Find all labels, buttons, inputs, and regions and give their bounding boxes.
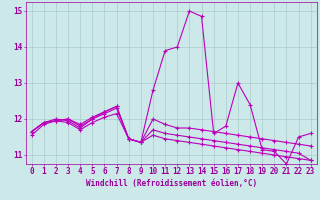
X-axis label: Windchill (Refroidissement éolien,°C): Windchill (Refroidissement éolien,°C) [86,179,257,188]
